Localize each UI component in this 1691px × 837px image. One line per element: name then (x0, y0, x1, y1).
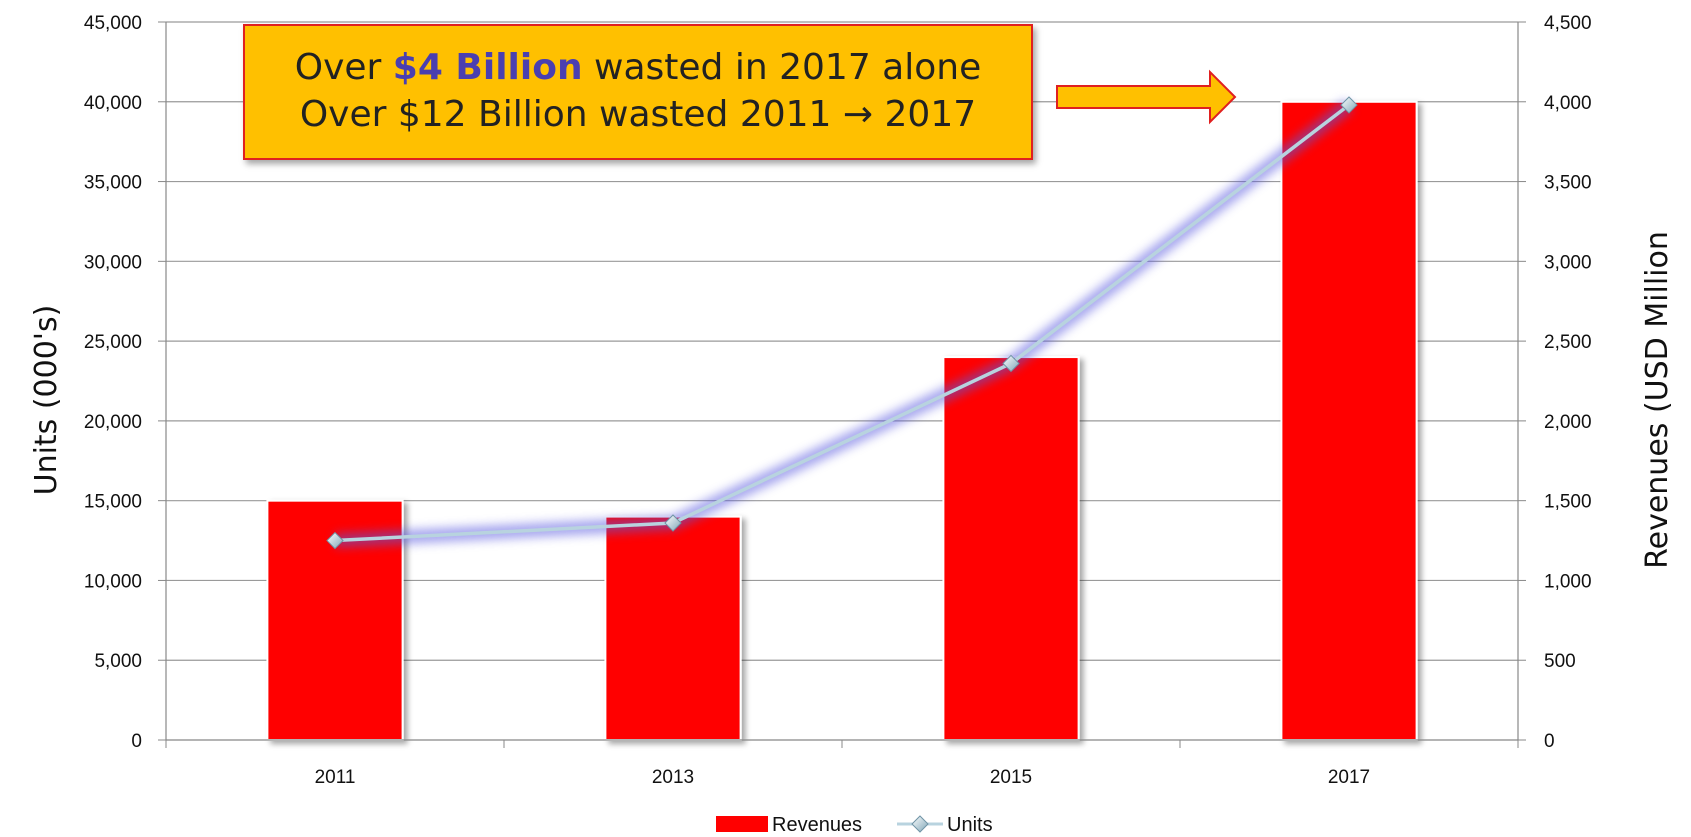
units-point (664, 514, 682, 532)
bar-revenues (604, 515, 742, 741)
y-left-axis-title: Units (000's) (29, 305, 64, 496)
legend: Revenues Units (716, 814, 993, 836)
bar-revenues (942, 356, 1080, 741)
units-line-path (334, 103, 1351, 543)
y-right-tick-label: 4,500 (1544, 13, 1592, 34)
y-left-tick-label: 20,000 (84, 412, 142, 433)
y-left-tick-label: 30,000 (84, 252, 142, 273)
legend-swatch-units (897, 815, 943, 833)
y-left-tick-label: 40,000 (84, 93, 142, 114)
bar-revenues (1280, 100, 1418, 742)
callout-line-1-prefix: Over (294, 47, 393, 89)
y-right-tick-label: 4,000 (1544, 93, 1592, 114)
y-left-tick-label: 15,000 (84, 492, 142, 513)
y-right-tick-label: 1,500 (1544, 492, 1592, 513)
units-line-glow (334, 99, 1354, 548)
legend-label-revenues: Revenues (772, 814, 862, 836)
units-point (326, 531, 344, 550)
axes (158, 21, 1526, 748)
legend-swatch-revenues (716, 816, 768, 832)
y-left-tick-label: 35,000 (84, 173, 142, 194)
y-right-tick-label: 0 (1544, 731, 1555, 752)
legend-label-units: Units (947, 814, 993, 836)
y-right-axis-title: Revenues (USD Million (1640, 231, 1675, 569)
y-left-tick-label: 45,000 (84, 13, 142, 34)
units-line (326, 96, 1358, 550)
y-left-tick-label: 0 (131, 731, 142, 752)
x-tick-label: 2017 (1328, 767, 1370, 788)
callout-line-1: Over $4 Billion wasted in 2017 alone (295, 45, 981, 92)
callout-arrow (1056, 69, 1237, 125)
y-left-tick-label: 25,000 (84, 332, 142, 353)
y-right-tick-label: 3,000 (1544, 252, 1592, 273)
y-left-tick-label: 5,000 (94, 651, 142, 672)
tick-labels: 0 5,000 10,000 15,000 20,000 25,000 30,000 35,0… (84, 13, 1592, 788)
callout-line-2: Over $12 Billion wasted 2011 → 2017 (299, 94, 977, 135)
y-right-tick-label: 3,500 (1544, 173, 1592, 194)
x-tick-label: 2011 (315, 767, 356, 788)
x-tick-label: 2015 (990, 767, 1032, 788)
y-left-tick-label: 10,000 (84, 571, 142, 592)
units-point (1340, 96, 1358, 114)
x-tick-label: 2013 (652, 767, 694, 788)
y-right-tick-label: 1,000 (1544, 571, 1592, 592)
callout-line-1-suffix: wasted in 2017 alone (582, 47, 982, 89)
callout-box: Over $4 Billion wasted in 2017 alone Ove… (243, 24, 1033, 160)
y-right-tick-label: 2,500 (1544, 332, 1592, 353)
y-right-tick-label: 500 (1544, 651, 1576, 672)
y-right-tick-label: 2,000 (1544, 412, 1592, 433)
callout-highlight: $4 Billion (392, 47, 583, 89)
units-point (1002, 354, 1020, 373)
